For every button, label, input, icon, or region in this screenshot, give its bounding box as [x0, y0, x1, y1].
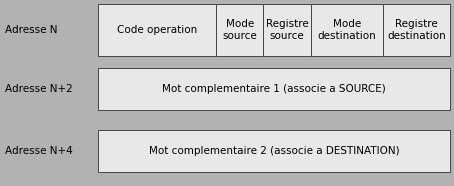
Bar: [311, 4, 383, 56]
Text: Mot complementaire 1 (associe a SOURCE): Mot complementaire 1 (associe a SOURCE): [162, 84, 386, 94]
Bar: [216, 4, 263, 56]
Bar: [383, 4, 450, 56]
Text: Adresse N+2: Adresse N+2: [5, 84, 73, 94]
Bar: [98, 130, 450, 172]
Text: Mode
source: Mode source: [222, 19, 257, 41]
Text: Mode
destination: Mode destination: [318, 19, 376, 41]
Bar: [98, 4, 216, 56]
Text: Code operation: Code operation: [117, 25, 197, 35]
Text: Adresse N: Adresse N: [5, 25, 58, 35]
Bar: [263, 4, 311, 56]
Text: Registre
source: Registre source: [266, 19, 309, 41]
Bar: [98, 68, 450, 110]
Text: Adresse N+4: Adresse N+4: [5, 146, 73, 156]
Text: Mot complementaire 2 (associe a DESTINATION): Mot complementaire 2 (associe a DESTINAT…: [149, 146, 400, 156]
Text: Registre
destination: Registre destination: [387, 19, 446, 41]
